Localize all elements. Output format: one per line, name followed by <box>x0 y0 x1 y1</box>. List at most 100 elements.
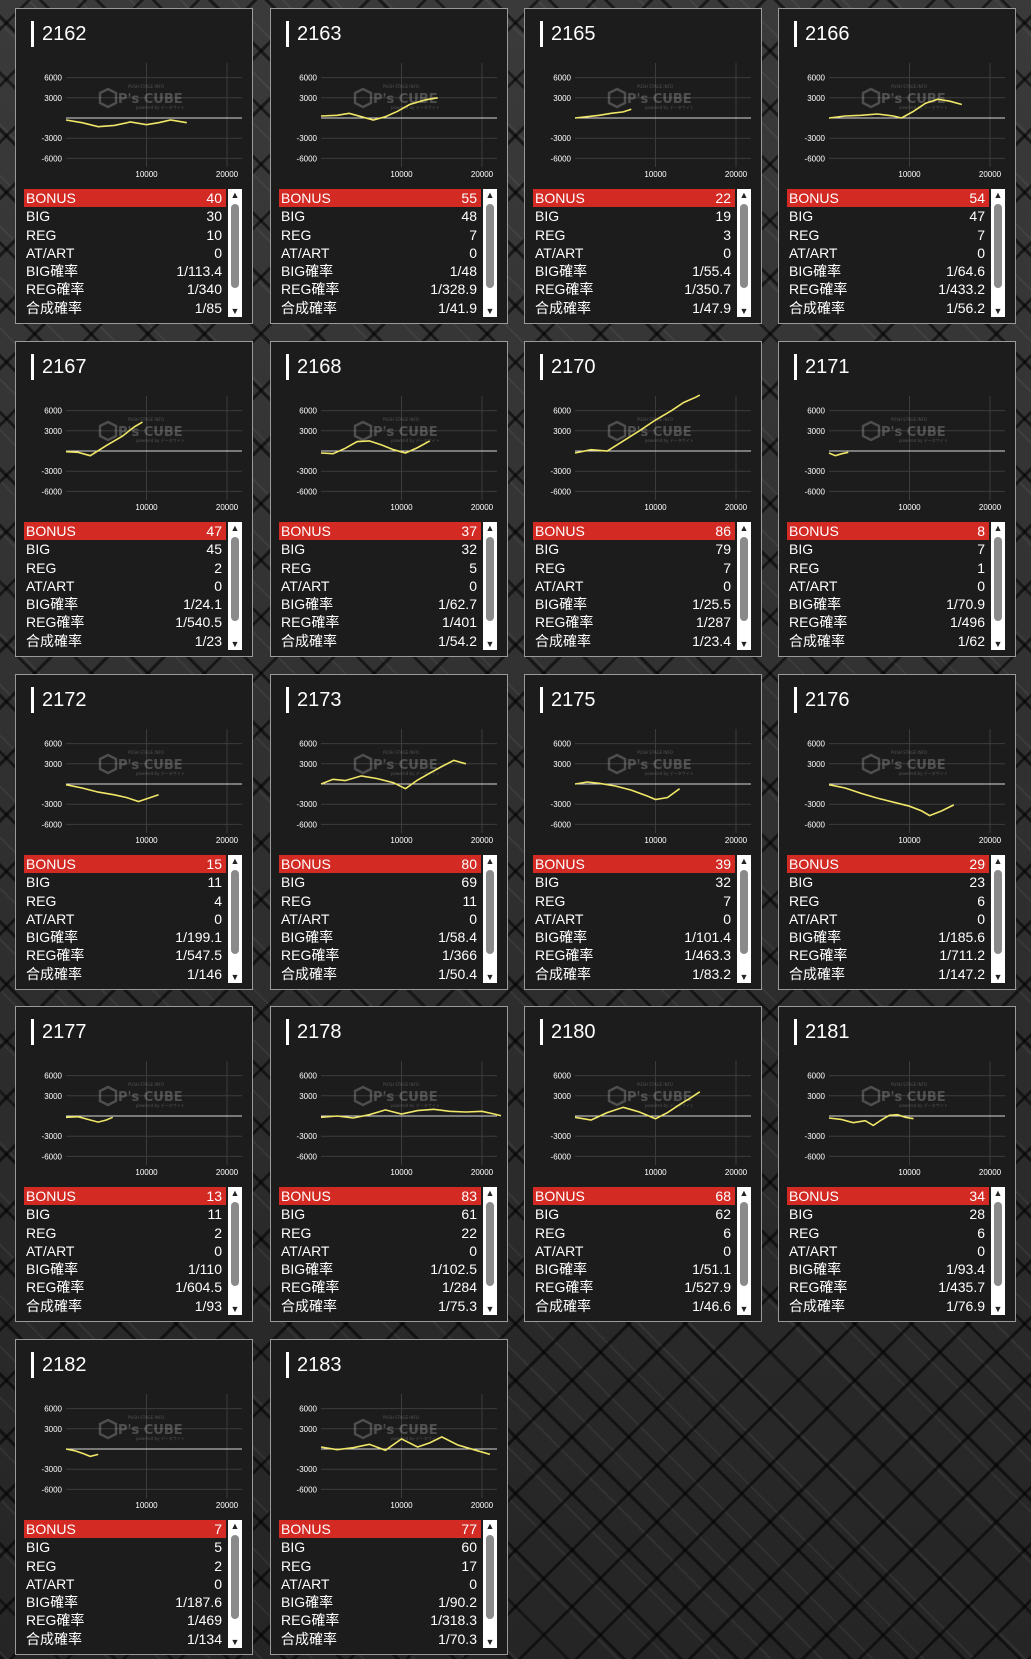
machine-card[interactable]: 2178 6000 3000 -3000 -6000 10000 20000 PUSH STA… <box>270 1006 508 1322</box>
machine-card[interactable]: 2162 6000 3000 -3000 -6000 10000 20000 PUSH STA… <box>15 8 253 324</box>
scroll-down-icon[interactable]: ▼ <box>993 639 1003 649</box>
machine-card[interactable]: 2183 6000 3000 -3000 -6000 10000 20000 PUSH STA… <box>270 1339 508 1655</box>
scroll-up-icon[interactable]: ▲ <box>739 1188 749 1198</box>
scroll-thumb[interactable] <box>994 537 1002 621</box>
scroll-up-icon[interactable]: ▲ <box>230 190 240 200</box>
scroll-down-icon[interactable]: ▼ <box>485 1304 495 1314</box>
slump-graph: 6000 3000 -3000 -6000 10000 20000 PUSH STAGE I… <box>787 1053 1009 1191</box>
scroll-thumb[interactable] <box>486 1202 494 1286</box>
scroll-thumb[interactable] <box>231 870 239 954</box>
scroll-thumb[interactable] <box>994 870 1002 954</box>
stats-scrollbar[interactable]: ▲ ▼ <box>483 1520 497 1648</box>
scroll-thumb[interactable] <box>486 537 494 621</box>
scroll-up-icon[interactable]: ▲ <box>993 190 1003 200</box>
scroll-down-icon[interactable]: ▼ <box>739 972 749 982</box>
scroll-down-icon[interactable]: ▼ <box>485 639 495 649</box>
stats-scrollbar[interactable]: ▲ ▼ <box>991 1187 1005 1315</box>
scroll-thumb[interactable] <box>231 1535 239 1619</box>
stats-scrollbar[interactable]: ▲ ▼ <box>737 1187 751 1315</box>
scroll-down-icon[interactable]: ▼ <box>993 306 1003 316</box>
y-tick-label: 6000 <box>299 740 317 749</box>
stats-scrollbar[interactable]: ▲ ▼ <box>737 855 751 983</box>
stats-scrollbar[interactable]: ▲ ▼ <box>228 855 242 983</box>
machine-card[interactable]: 2168 6000 3000 -3000 -6000 10000 20000 PUSH STA… <box>270 341 508 657</box>
scroll-up-icon[interactable]: ▲ <box>993 856 1003 866</box>
scroll-down-icon[interactable]: ▼ <box>485 306 495 316</box>
stat-row-big: BIG 7 <box>787 540 989 558</box>
scroll-up-icon[interactable]: ▲ <box>485 523 495 533</box>
scroll-up-icon[interactable]: ▲ <box>485 1188 495 1198</box>
machine-card[interactable]: 2173 6000 3000 -3000 -6000 10000 20000 PUSH STA… <box>270 674 508 990</box>
scroll-thumb[interactable] <box>231 204 239 288</box>
scroll-thumb[interactable] <box>740 1202 748 1286</box>
scroll-up-icon[interactable]: ▲ <box>230 856 240 866</box>
scroll-thumb[interactable] <box>994 1202 1002 1286</box>
scroll-up-icon[interactable]: ▲ <box>739 856 749 866</box>
stats-scrollbar[interactable]: ▲ ▼ <box>228 522 242 650</box>
machine-card[interactable]: 2166 6000 3000 -3000 -6000 10000 20000 PUSH STA… <box>778 8 1016 324</box>
machine-card[interactable]: 2177 6000 3000 -3000 -6000 10000 20000 PUSH STA… <box>15 1006 253 1322</box>
scroll-up-icon[interactable]: ▲ <box>230 1188 240 1198</box>
scroll-thumb[interactable] <box>740 870 748 954</box>
stat-row-total-rate: 合成確率 1/46.6 <box>533 1297 735 1315</box>
scroll-down-icon[interactable]: ▼ <box>230 306 240 316</box>
stats-scrollbar[interactable]: ▲ ▼ <box>737 522 751 650</box>
machine-card[interactable]: 2176 6000 3000 -3000 -6000 10000 20000 PUSH STA… <box>778 674 1016 990</box>
stat-label: REG <box>26 1224 57 1241</box>
stats-scrollbar[interactable]: ▲ ▼ <box>991 189 1005 317</box>
scroll-thumb[interactable] <box>486 204 494 288</box>
slump-line <box>828 783 955 817</box>
scroll-up-icon[interactable]: ▲ <box>485 1521 495 1531</box>
scroll-up-icon[interactable]: ▲ <box>739 523 749 533</box>
machine-card[interactable]: 2172 6000 3000 -3000 -6000 10000 20000 PUSH STA… <box>15 674 253 990</box>
stats-scrollbar[interactable]: ▲ ▼ <box>483 1187 497 1315</box>
machine-card[interactable]: 2165 6000 3000 -3000 -6000 10000 20000 PUSH STA… <box>524 8 762 324</box>
scroll-down-icon[interactable]: ▼ <box>739 639 749 649</box>
scroll-up-icon[interactable]: ▲ <box>993 1188 1003 1198</box>
scroll-down-icon[interactable]: ▼ <box>230 972 240 982</box>
scroll-up-icon[interactable]: ▲ <box>230 1521 240 1531</box>
stat-label: BIG <box>26 1206 51 1223</box>
machine-card[interactable]: 2175 6000 3000 -3000 -6000 10000 20000 PUSH STA… <box>524 674 762 990</box>
scroll-up-icon[interactable]: ▲ <box>739 190 749 200</box>
scroll-down-icon[interactable]: ▼ <box>993 1304 1003 1314</box>
scroll-thumb[interactable] <box>740 204 748 288</box>
stats-scrollbar[interactable]: ▲ ▼ <box>483 855 497 983</box>
stats-scrollbar[interactable]: ▲ ▼ <box>228 189 242 317</box>
scroll-down-icon[interactable]: ▼ <box>230 1304 240 1314</box>
stats-scrollbar[interactable]: ▲ ▼ <box>228 1187 242 1315</box>
scroll-thumb[interactable] <box>994 204 1002 288</box>
cube-icon <box>353 1418 373 1440</box>
stats-scrollbar[interactable]: ▲ ▼ <box>228 1520 242 1648</box>
machine-card[interactable]: 2180 6000 3000 -3000 -6000 10000 20000 PUSH STA… <box>524 1006 762 1322</box>
scroll-up-icon[interactable]: ▲ <box>485 856 495 866</box>
scroll-thumb[interactable] <box>740 537 748 621</box>
scroll-thumb[interactable] <box>231 1202 239 1286</box>
scroll-down-icon[interactable]: ▼ <box>485 972 495 982</box>
scroll-thumb[interactable] <box>486 1535 494 1619</box>
y-tick-label: 6000 <box>553 74 571 83</box>
scroll-up-icon[interactable]: ▲ <box>485 190 495 200</box>
stats-scrollbar[interactable]: ▲ ▼ <box>483 522 497 650</box>
scroll-thumb[interactable] <box>231 537 239 621</box>
scroll-thumb[interactable] <box>486 870 494 954</box>
scroll-up-icon[interactable]: ▲ <box>230 523 240 533</box>
stats-scrollbar[interactable]: ▲ ▼ <box>483 189 497 317</box>
scroll-down-icon[interactable]: ▼ <box>993 972 1003 982</box>
machine-card[interactable]: 2182 6000 3000 -3000 -6000 10000 20000 PUSH STA… <box>15 1339 253 1655</box>
machine-card[interactable]: 2170 6000 3000 -3000 -6000 10000 20000 PUSH STA… <box>524 341 762 657</box>
scroll-down-icon[interactable]: ▼ <box>230 1637 240 1647</box>
machine-card[interactable]: 2171 6000 3000 -3000 -6000 10000 20000 PUSH STA… <box>778 341 1016 657</box>
scroll-down-icon[interactable]: ▼ <box>739 1304 749 1314</box>
machine-card[interactable]: 2167 6000 3000 -3000 -6000 10000 20000 PUSH STA… <box>15 341 253 657</box>
scroll-down-icon[interactable]: ▼ <box>230 639 240 649</box>
stats-scrollbar[interactable]: ▲ ▼ <box>991 855 1005 983</box>
scroll-down-icon[interactable]: ▼ <box>485 1637 495 1647</box>
machine-card[interactable]: 2181 6000 3000 -3000 -6000 10000 20000 PUSH STA… <box>778 1006 1016 1322</box>
scroll-down-icon[interactable]: ▼ <box>739 306 749 316</box>
stats-scrollbar[interactable]: ▲ ▼ <box>991 522 1005 650</box>
machine-card[interactable]: 2163 6000 3000 -3000 -6000 10000 20000 PUSH STA… <box>270 8 508 324</box>
scroll-up-icon[interactable]: ▲ <box>993 523 1003 533</box>
stats-scrollbar[interactable]: ▲ ▼ <box>737 189 751 317</box>
